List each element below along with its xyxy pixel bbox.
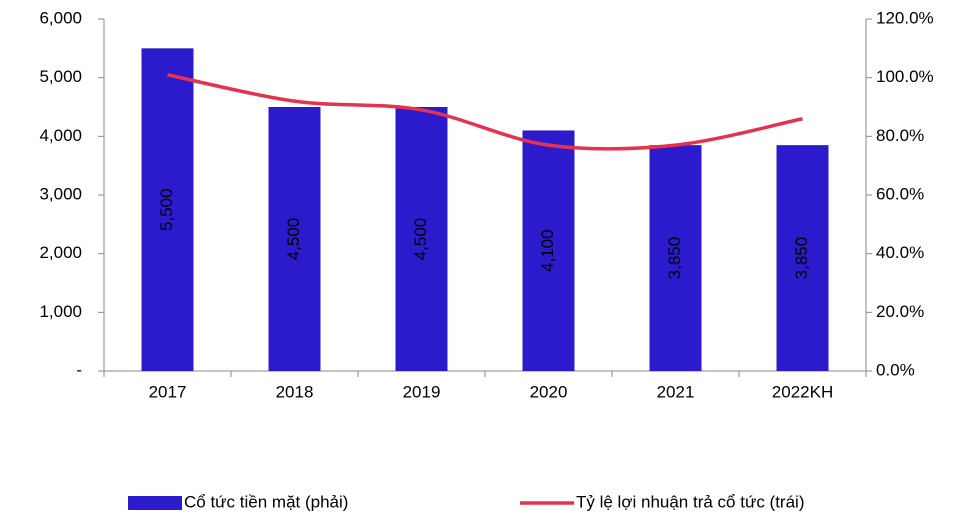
bar bbox=[776, 145, 829, 371]
y-tick-label: 5,000 bbox=[39, 67, 82, 86]
y2-tick-label: 100.0% bbox=[876, 67, 934, 86]
bar-value-label: 5,500 bbox=[157, 188, 176, 231]
y-tick-label: - bbox=[76, 360, 82, 379]
y-tick-label: 1,000 bbox=[39, 302, 82, 321]
bar-value-label: 3,850 bbox=[792, 237, 811, 280]
y-tick-label: 4,000 bbox=[39, 126, 82, 145]
y2-tick-label: 60.0% bbox=[876, 184, 924, 203]
bar bbox=[395, 107, 448, 371]
bar-value-label: 4,500 bbox=[411, 218, 430, 261]
y2-tick-label: 120.0% bbox=[876, 8, 934, 27]
bar bbox=[141, 48, 194, 371]
y-tick-label: 6,000 bbox=[39, 8, 82, 27]
bar-value-label: 4,500 bbox=[284, 218, 303, 261]
x-tick-label: 2021 bbox=[657, 382, 695, 401]
legend-swatch bbox=[128, 496, 182, 510]
y2-tick-label: 20.0% bbox=[876, 302, 924, 321]
bar bbox=[268, 107, 321, 371]
y2-tick-label: 80.0% bbox=[876, 126, 924, 145]
y-tick-label: 3,000 bbox=[39, 184, 82, 203]
bar-value-label: 3,850 bbox=[665, 237, 684, 280]
y-tick-label: 2,000 bbox=[39, 243, 82, 262]
legend-label: Cổ tức tiền mặt (phải) bbox=[184, 492, 348, 511]
legend-label: Tỷ lệ lợi nhuận trả cổ tức (trái) bbox=[576, 492, 805, 511]
x-tick-label: 2019 bbox=[403, 382, 441, 401]
bar bbox=[522, 130, 575, 371]
y2-tick-label: 0.0% bbox=[876, 360, 915, 379]
y2-tick-label: 40.0% bbox=[876, 243, 924, 262]
x-tick-label: 2018 bbox=[276, 382, 314, 401]
x-tick-label: 2017 bbox=[149, 382, 187, 401]
x-tick-label: 2022KH bbox=[772, 382, 833, 401]
bar-value-label: 4,100 bbox=[538, 229, 557, 272]
x-tick-label: 2020 bbox=[530, 382, 568, 401]
line bbox=[167, 73, 803, 151]
bar bbox=[649, 145, 702, 371]
